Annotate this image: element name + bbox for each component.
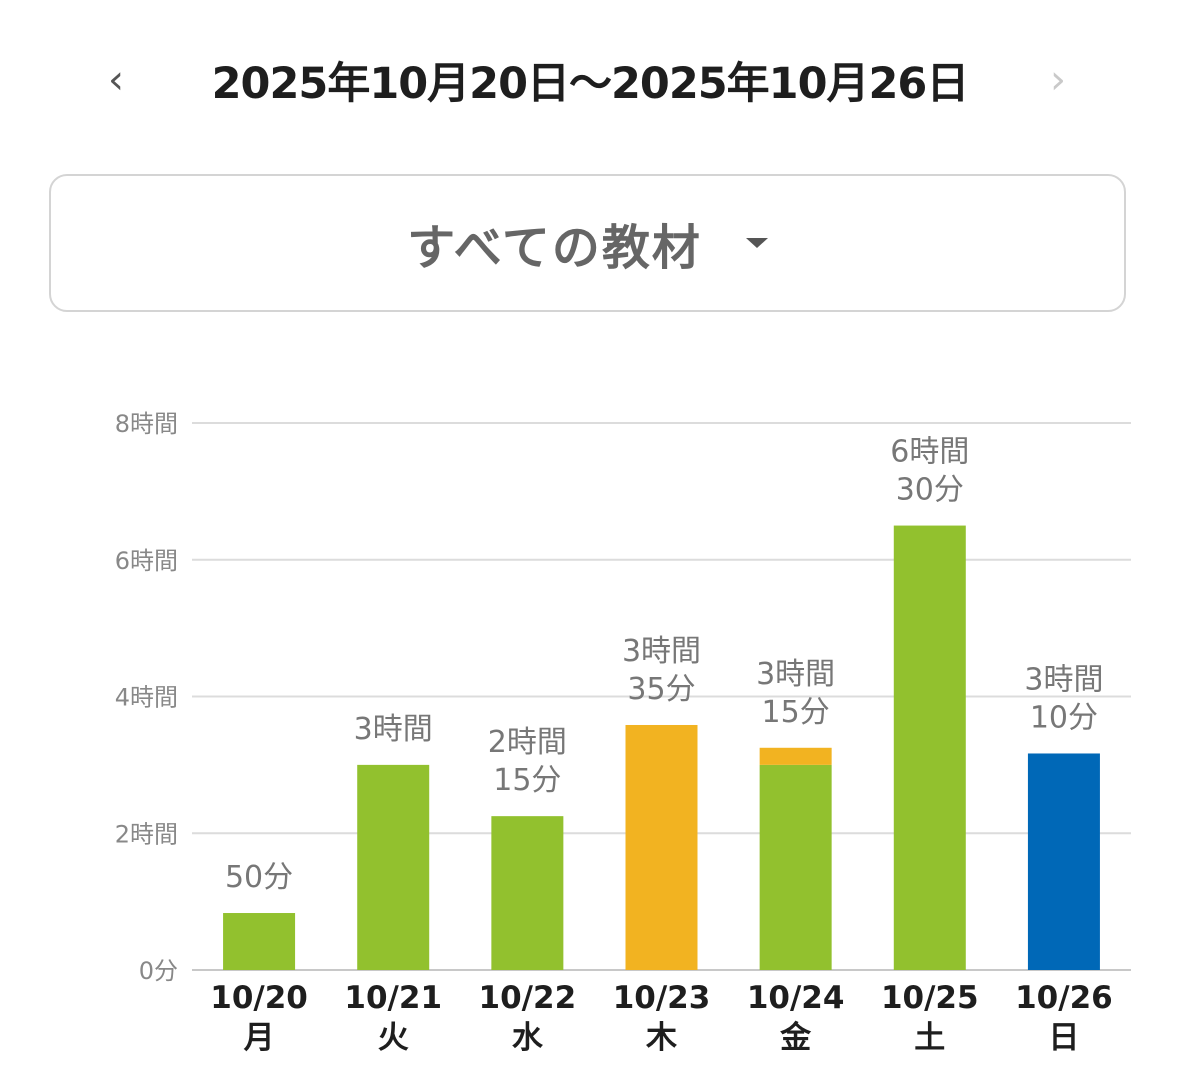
bar-segment <box>357 764 430 970</box>
study-time-bar-chart: 0分2時間4時間6時間8時間50分10/20月3時間10/21火2時間15分10… <box>115 410 1131 1056</box>
data-label: 6時間 <box>890 435 969 470</box>
data-label: 3時間 <box>354 712 433 747</box>
prev-week-chevron-left-icon[interactable]: ‹ <box>108 57 124 103</box>
y-tick-label: 6時間 <box>115 547 178 575</box>
x-tick-weekday: 日 <box>1048 1020 1079 1056</box>
week-header: ‹ 2025年10月20日〜2025年10月26日 › <box>0 40 1179 120</box>
x-tick-date: 10/22 <box>479 980 577 1016</box>
material-filter-dropdown[interactable]: すべての教材 <box>49 174 1126 312</box>
x-tick-date: 10/26 <box>1015 980 1113 1016</box>
data-label: 3時間 <box>756 657 835 692</box>
data-label: 15分 <box>493 763 561 798</box>
bar-segment <box>625 724 698 970</box>
x-tick-weekday: 火 <box>378 1020 409 1056</box>
x-tick-weekday: 水 <box>512 1020 544 1056</box>
bar-segment <box>223 913 296 970</box>
data-label: 3時間 <box>1024 662 1103 697</box>
y-tick-label: 4時間 <box>115 684 178 712</box>
bar-segment <box>759 764 832 970</box>
x-tick-date: 10/23 <box>613 980 711 1016</box>
x-tick-date: 10/20 <box>210 980 308 1016</box>
data-label: 35分 <box>627 672 695 707</box>
bar-segment <box>1027 753 1100 970</box>
x-tick-weekday: 木 <box>645 1020 677 1056</box>
data-label: 10分 <box>1030 700 1098 735</box>
x-tick-date: 10/21 <box>344 980 442 1016</box>
x-tick-date: 10/25 <box>881 980 979 1016</box>
data-label: 3時間 <box>622 634 701 669</box>
caret-down-icon <box>745 238 768 248</box>
bar-segment <box>893 525 966 970</box>
data-label: 15分 <box>762 695 830 730</box>
x-tick-weekday: 土 <box>914 1020 945 1056</box>
y-tick-label: 8時間 <box>115 410 178 438</box>
x-tick-weekday: 月 <box>244 1020 275 1056</box>
next-week-chevron-right-icon[interactable]: › <box>1050 57 1066 103</box>
data-label: 2時間 <box>488 725 567 760</box>
y-tick-label: 2時間 <box>115 820 178 848</box>
bar-segment <box>491 816 564 970</box>
x-tick-weekday: 金 <box>779 1020 812 1056</box>
date-range-title: 2025年10月20日〜2025年10月26日 <box>211 59 970 109</box>
data-label: 30分 <box>896 473 964 508</box>
material-filter-label: すべての教材 <box>407 220 702 276</box>
data-label: 50分 <box>225 860 293 895</box>
bar-segment <box>759 747 832 765</box>
y-tick-label: 0分 <box>139 957 178 985</box>
x-tick-date: 10/24 <box>747 980 845 1016</box>
